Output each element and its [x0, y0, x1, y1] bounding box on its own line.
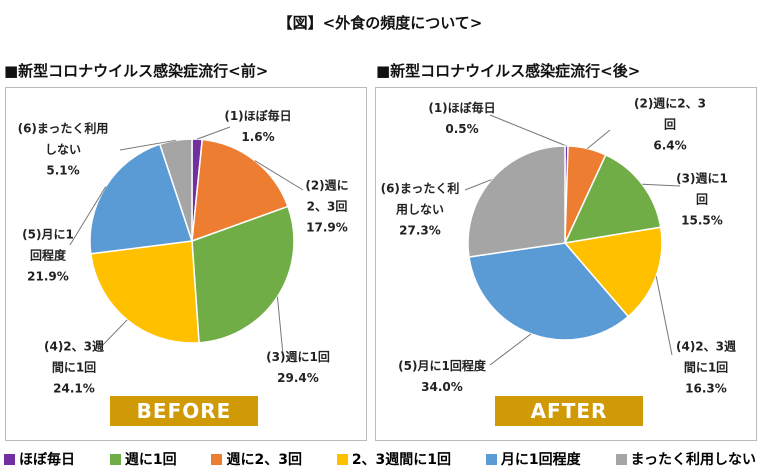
- leader-line: [642, 183, 681, 187]
- leader-line: [97, 319, 128, 351]
- value-label: 6.4%: [653, 138, 687, 153]
- leader-line: [489, 114, 567, 147]
- badge: BEFORE: [110, 396, 258, 426]
- legend-label: 2、3週間に1回: [351, 452, 452, 468]
- value-label: 15.5%: [681, 213, 723, 228]
- value-label: 27.3%: [399, 223, 441, 238]
- category-label: (2)週に2、3回: [305, 178, 349, 214]
- legend-label: 週に2、3回: [226, 452, 302, 468]
- value-label: 29.4%: [277, 371, 319, 385]
- legend-item: まったく利用しない: [615, 449, 756, 469]
- category-label: (6)まったく利用しない: [380, 181, 460, 217]
- data-label: (2)週に2、3回 17.9%: [297, 176, 357, 239]
- value-label: 0.5%: [445, 122, 479, 136]
- category-label: (4)2、3週間に1回: [43, 339, 105, 375]
- pie-slice: [467, 145, 566, 258]
- chart-title: ■新型コロナウイルス感染症流行<後>: [376, 62, 641, 80]
- legend-swatch: [336, 453, 348, 465]
- data-label: (4)2、3週間に1回 16.3%: [671, 337, 741, 400]
- category-label: (3)週に1回: [266, 350, 330, 364]
- legend-label: ほぼ毎日: [19, 452, 75, 468]
- data-label: (4)2、3週間に1回 24.1%: [39, 337, 109, 400]
- legend-item: 月に1回程度: [485, 449, 581, 469]
- category-label: (5)月に1回程度: [398, 359, 486, 373]
- data-label: (3)週に1回 29.4%: [258, 347, 338, 389]
- panel: [375, 87, 757, 441]
- panel: [5, 87, 367, 441]
- legend-swatch: [615, 453, 627, 465]
- leader-line: [489, 333, 532, 366]
- pie-slice: [89, 240, 200, 344]
- legend-item: 週に1回: [109, 449, 177, 469]
- value-label: 16.3%: [685, 381, 727, 396]
- data-label: (3)週に1回 15.5%: [675, 169, 730, 232]
- legend-item: 週に2、3回: [211, 449, 302, 469]
- legend-label: まったく利用しない: [630, 452, 756, 468]
- category-label: (5)月に1回程度: [22, 227, 74, 263]
- leader-line: [464, 179, 492, 191]
- leader-line: [69, 186, 107, 246]
- legend-item: ほぼ毎日: [4, 449, 75, 469]
- legend-swatch: [4, 453, 15, 465]
- legend-label: 月に1回程度: [500, 452, 581, 468]
- data-label: (1)ほぼ毎日 1.6%: [218, 106, 298, 148]
- leader-line: [119, 139, 176, 151]
- category-label: (4)2、3週間に1回: [675, 339, 737, 375]
- data-label: (2)週に2、3回 6.4%: [633, 94, 708, 157]
- category-label: (2)週に2、3回: [633, 96, 707, 132]
- category-label: (3)週に1回: [676, 171, 728, 207]
- legend-swatch: [109, 453, 121, 465]
- leader-line: [196, 126, 231, 140]
- data-label: (5)月に1回程度 34.0%: [382, 356, 502, 398]
- value-label: 5.1%: [46, 163, 80, 178]
- leader-line: [587, 129, 611, 149]
- page-title: 【図】<外食の頻度について>: [277, 14, 483, 32]
- data-label: (5)月に1回程度 21.9%: [21, 225, 76, 288]
- value-label: 34.0%: [421, 380, 463, 394]
- leader-line: [655, 276, 673, 356]
- data-label: (6)まったく利用しない 5.1%: [13, 119, 113, 182]
- legend: ほぼ毎日 週に1回 週に2、3回 2、3週間に1回 月に1回程度 まったく利用しない: [4, 449, 756, 469]
- badge: AFTER: [495, 396, 643, 426]
- value-label: 21.9%: [27, 269, 69, 284]
- category-label: (1)ほぼ毎日: [224, 109, 292, 123]
- legend-swatch: [485, 453, 497, 465]
- category-label: (1)ほぼ毎日: [428, 101, 496, 115]
- pie-slice: [191, 205, 295, 344]
- category-label: (6)まったく利用しない: [17, 121, 109, 157]
- value-label: 17.9%: [306, 220, 348, 235]
- leader-line: [254, 160, 304, 191]
- legend-swatch: [211, 453, 223, 465]
- leader-line: [276, 296, 284, 356]
- pie-slice: [563, 226, 663, 318]
- data-label: (1)ほぼ毎日 0.5%: [422, 98, 502, 140]
- data-label: (6)まったく利用しない 27.3%: [375, 179, 465, 242]
- chart-title: ■新型コロナウイルス感染症流行<前>: [4, 62, 269, 80]
- value-label: 24.1%: [53, 381, 95, 396]
- value-label: 1.6%: [241, 130, 275, 144]
- legend-item: 2、3週間に1回: [336, 449, 452, 469]
- legend-label: 週に1回: [124, 452, 177, 468]
